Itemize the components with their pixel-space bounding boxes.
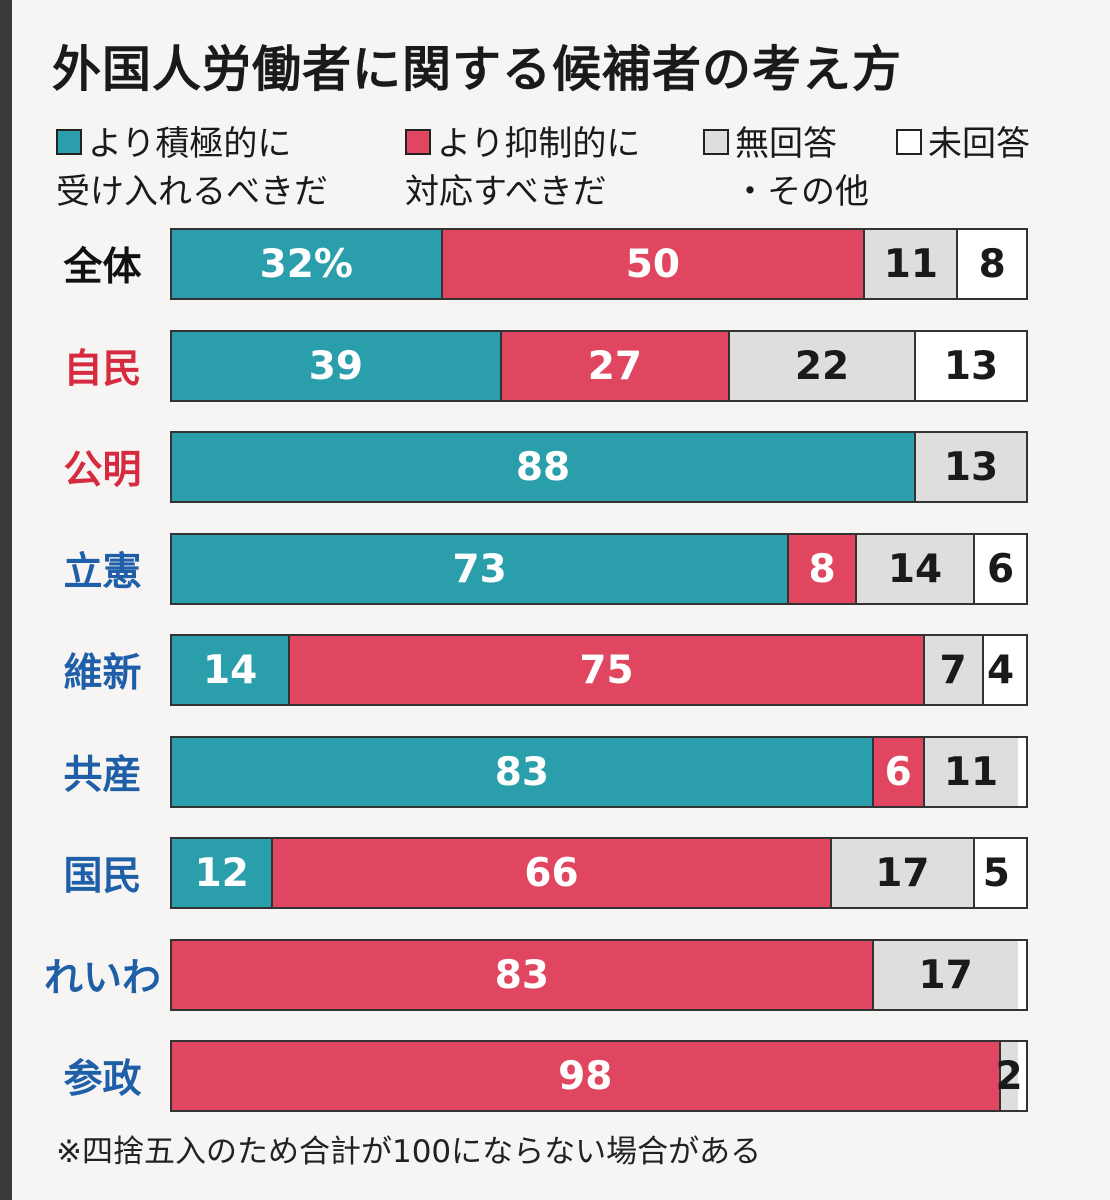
bar-segment: 32% xyxy=(172,230,443,298)
row-label: 公明 xyxy=(63,448,142,493)
legend-item-restrict: より抑制的に対応すべきだ xyxy=(405,120,640,216)
legend-swatch-no-answer xyxy=(703,128,729,155)
legend-label-line1: 無回答 xyxy=(735,124,837,164)
bar-segment: 7 xyxy=(924,636,984,704)
bar-track: 83 6 11 xyxy=(170,736,1028,808)
bar-segment: 66 xyxy=(273,839,832,907)
bar-segment: 8 xyxy=(789,535,857,603)
footnote: ※四捨五入のため合計が100にならない場合がある xyxy=(56,1134,762,1170)
bar-track: 39 27 22 13 xyxy=(170,330,1028,402)
bar-segment: 88 xyxy=(172,433,917,501)
bar-segment: 12 xyxy=(172,839,274,907)
bar-segment: 6 xyxy=(975,535,1026,603)
legend-label-line1: より抑制的に xyxy=(437,124,641,164)
bar-segment: 83 xyxy=(172,941,874,1009)
row-label: 自民 xyxy=(63,347,142,392)
bar-track: 98 2 xyxy=(170,1040,1028,1112)
bar-segment: 8 xyxy=(958,230,1026,298)
row-label: 国民 xyxy=(63,854,142,899)
bar-segment: 17 xyxy=(873,941,1018,1009)
bar-segment: 14 xyxy=(172,636,291,704)
legend-swatch-accept xyxy=(56,128,82,155)
row-label: 立憲 xyxy=(63,550,142,595)
legend-label-line1: より積極的に xyxy=(88,124,292,164)
row-label: 維新 xyxy=(63,651,142,696)
bar-segment: 98 xyxy=(172,1042,1001,1110)
bar-segment: 27 xyxy=(501,332,731,400)
row-label: 共産 xyxy=(63,753,142,798)
bar-segment: 75 xyxy=(290,636,925,704)
legend-label-line1: 未回答 xyxy=(928,124,1030,164)
legend-item-unanswered: 未回答 xyxy=(896,120,1030,168)
row-label: 全体 xyxy=(63,245,142,290)
bar-segment: 13 xyxy=(916,433,1026,501)
bar-segment: 11 xyxy=(924,738,1018,806)
chart-title: 外国人労働者に関する候補者の考え方 xyxy=(52,41,903,98)
bar-segment: 13 xyxy=(916,332,1026,400)
bar-segment: 14 xyxy=(856,535,976,603)
legend-label-line2: 受け入れるべきだ xyxy=(56,172,328,212)
bar-segment: 17 xyxy=(831,839,976,907)
bar-segment: 6 xyxy=(873,738,925,806)
bar-track: 73 8 14 6 xyxy=(170,533,1028,605)
bar-track: 12 66 17 5 xyxy=(170,837,1028,909)
row-label: れいわ xyxy=(43,956,161,1001)
legend-item-accept: より積極的に 受け入れるべきだ xyxy=(56,120,328,216)
row-label: 参政 xyxy=(63,1057,142,1102)
bar-segment: 39 xyxy=(172,332,502,400)
bar-segment: 50 xyxy=(442,230,866,298)
bar-segment: 4 xyxy=(983,636,1018,704)
legend-label-line2: 対応すべきだ xyxy=(405,172,607,212)
bar-segment: 22 xyxy=(730,332,917,400)
legend-label-line2: ・その他 xyxy=(733,172,869,212)
bar-segment: 2 xyxy=(996,1042,1023,1110)
bar-track: 83 17 xyxy=(170,939,1028,1011)
bar-track: 32% 50 11 8 xyxy=(170,228,1028,300)
bar-track: 88 13 xyxy=(170,431,1028,503)
bar-segment: 73 xyxy=(172,535,790,603)
legend-swatch-unanswered xyxy=(896,128,922,155)
bar-segment: 11 xyxy=(865,230,959,298)
bar-track: 14 75 7 4 xyxy=(170,634,1028,706)
legend-swatch-restrict xyxy=(405,128,431,155)
bar-segment: 83 xyxy=(172,738,874,806)
bar-segment: 5 xyxy=(975,839,1018,907)
background-page-edge xyxy=(0,0,12,1200)
legend-item-no-answer: 無回答 ・その他 xyxy=(703,120,869,216)
